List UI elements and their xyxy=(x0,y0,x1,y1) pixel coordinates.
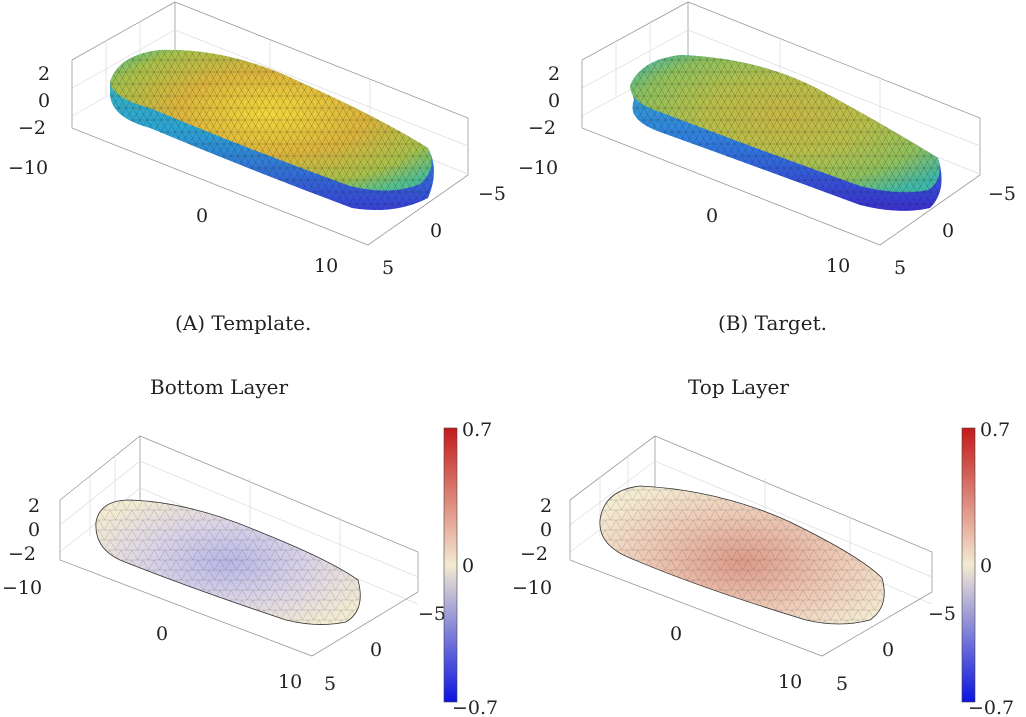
panel-d-surface xyxy=(599,485,885,625)
x-tick-label: −10 xyxy=(518,157,558,179)
panel-b-x-ticks: −10 0 10 xyxy=(518,157,850,277)
y-tick-label: −5 xyxy=(418,603,446,625)
panel-c: Bottom Layer 2 0 −2 −10 0 10 −5 0 5 xyxy=(2,375,498,717)
panel-c-title: Bottom Layer xyxy=(150,375,289,399)
panel-d-colorbar: 0.7 0 −0.7 xyxy=(961,419,1014,717)
colorbar-tick-label: 0 xyxy=(980,555,992,577)
x-tick-label: 10 xyxy=(314,255,338,277)
y-tick-label: 0 xyxy=(430,220,442,242)
y-tick-label: 0 xyxy=(882,639,894,661)
colorbar-tick-label: −0.7 xyxy=(968,697,1014,717)
z-tick-label: −2 xyxy=(528,117,556,139)
y-tick-label: −5 xyxy=(928,603,956,625)
panel-a-surface xyxy=(110,49,434,211)
z-tick-label: 0 xyxy=(548,90,560,112)
z-tick-label: 0 xyxy=(28,519,40,541)
panel-b-caption: (B) Target. xyxy=(718,311,827,335)
colorbar-tick-label: 0.7 xyxy=(462,419,492,441)
panel-b-z-ticks: 2 0 −2 xyxy=(528,63,560,139)
panel-a: 2 0 −2 −10 0 10 −5 0 5 (A) Template. xyxy=(8,1,506,335)
panel-b-surface xyxy=(630,55,942,211)
z-tick-label: −2 xyxy=(8,543,36,565)
panel-d-title: Top Layer xyxy=(688,375,789,399)
z-tick-label: 2 xyxy=(540,495,552,517)
x-tick-label: 0 xyxy=(156,623,168,645)
panel-c-y-ticks: −5 0 5 xyxy=(324,603,446,695)
x-tick-label: −10 xyxy=(512,577,552,599)
y-tick-label: 5 xyxy=(324,673,336,695)
colorbar-tick-label: −0.7 xyxy=(452,697,498,717)
z-tick-label: 2 xyxy=(28,495,40,517)
panel-a-y-ticks: −5 0 5 xyxy=(382,183,506,279)
panel-a-axes-box xyxy=(71,1,469,246)
panel-c-surface xyxy=(95,499,361,625)
x-tick-label: 10 xyxy=(778,671,802,693)
x-tick-label: 0 xyxy=(670,623,682,645)
panel-b-y-ticks: −5 0 5 xyxy=(894,183,1016,279)
panel-a-x-ticks: −10 0 10 xyxy=(8,157,338,277)
y-tick-label: −5 xyxy=(478,183,506,205)
z-tick-label: −2 xyxy=(520,543,548,565)
x-tick-label: 0 xyxy=(706,205,718,227)
x-tick-label: −10 xyxy=(8,157,48,179)
y-tick-label: 0 xyxy=(942,220,954,242)
panel-a-z-ticks: 2 0 −2 xyxy=(18,63,50,139)
y-tick-label: 5 xyxy=(382,257,394,279)
y-tick-label: −5 xyxy=(988,183,1016,205)
panel-d: Top Layer 2 0 −2 −10 0 10 −5 0 5 xyxy=(512,375,1014,717)
colorbar xyxy=(961,427,976,703)
panel-b: 2 0 −2 −10 0 10 −5 0 5 (B) Target. xyxy=(518,1,1016,335)
y-tick-label: 0 xyxy=(370,639,382,661)
panel-d-z-ticks: 2 0 −2 xyxy=(520,495,552,565)
y-tick-label: 5 xyxy=(894,257,906,279)
x-tick-label: 10 xyxy=(826,255,850,277)
panel-d-y-ticks: −5 0 5 xyxy=(836,603,956,695)
x-tick-label: 0 xyxy=(196,205,208,227)
z-tick-label: 2 xyxy=(548,63,560,85)
colorbar xyxy=(443,427,458,703)
colorbar-tick-label: 0.7 xyxy=(980,419,1010,441)
z-tick-label: −2 xyxy=(18,117,46,139)
panel-c-x-ticks: −10 0 10 xyxy=(2,577,302,693)
panel-d-x-ticks: −10 0 10 xyxy=(512,577,802,693)
colorbar-tick-label: 0 xyxy=(462,555,474,577)
z-tick-label: 2 xyxy=(38,63,50,85)
z-tick-label: 0 xyxy=(38,90,50,112)
x-tick-label: −10 xyxy=(2,577,42,599)
x-tick-label: 10 xyxy=(278,671,302,693)
y-tick-label: 5 xyxy=(836,673,848,695)
panel-c-z-ticks: 2 0 −2 xyxy=(8,495,40,565)
z-tick-label: 0 xyxy=(540,519,552,541)
panel-d-axes-box xyxy=(569,435,933,657)
panel-c-colorbar: 0.7 0 −0.7 xyxy=(443,419,498,717)
panel-a-caption: (A) Template. xyxy=(175,311,311,335)
